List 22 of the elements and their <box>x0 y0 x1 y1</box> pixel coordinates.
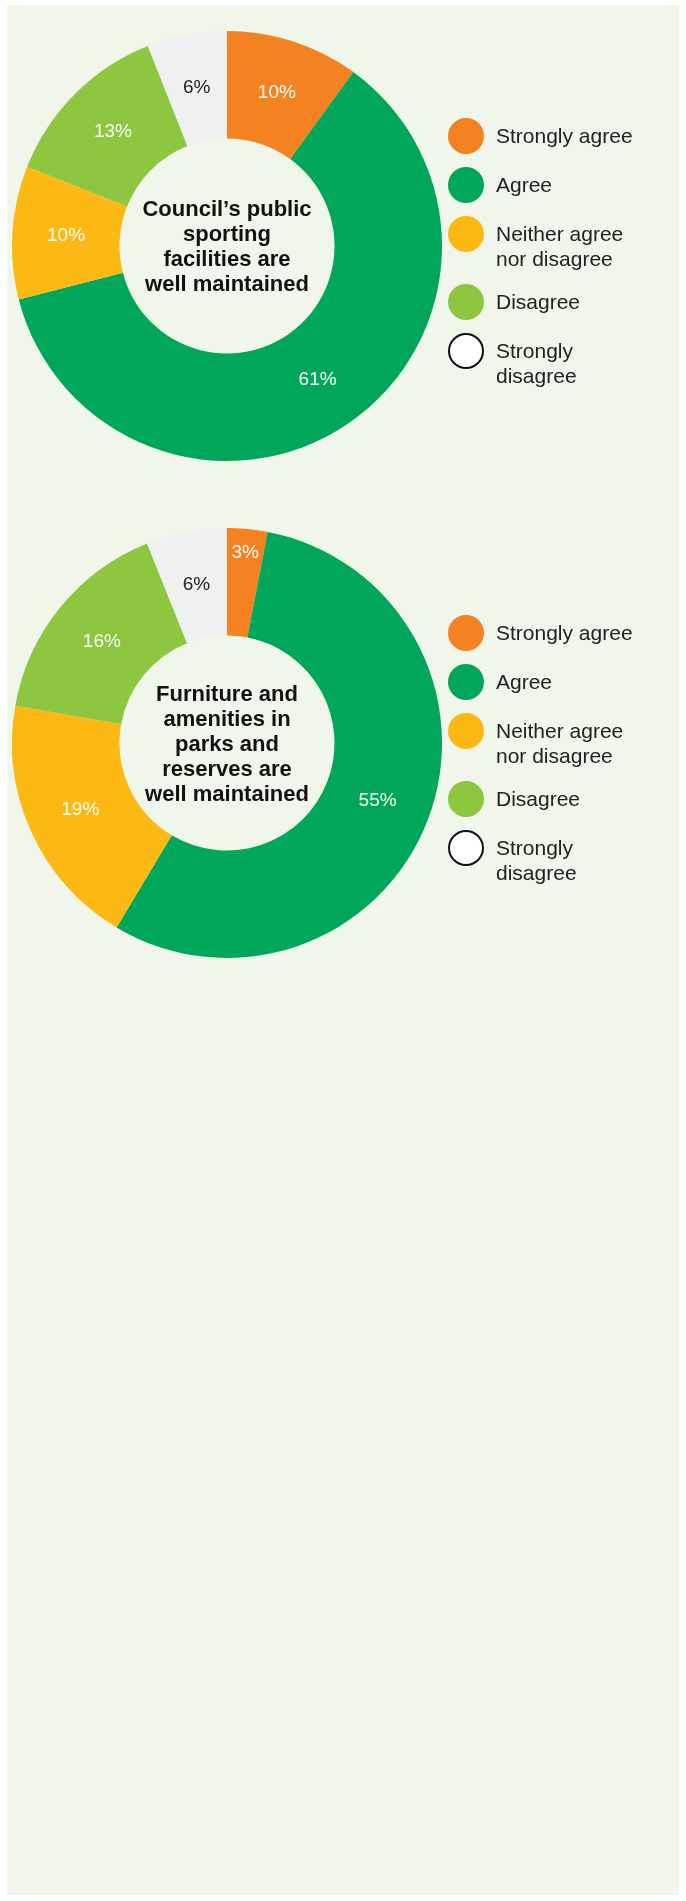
legend-label: Agree <box>496 172 554 197</box>
legend-label: Neither agree nor disagree <box>496 221 625 271</box>
data-label: 6% <box>182 572 211 594</box>
text: Furniture and amenities in parks and reserves are well maintained <box>144 680 310 806</box>
legend-label: Neither agree nor disagree <box>496 718 625 768</box>
data-label: 6% <box>183 75 211 97</box>
legend-label: Strongly agree <box>496 620 634 645</box>
data-label: 13% <box>93 120 133 142</box>
data-label: 10% <box>257 80 296 102</box>
legend-label: Strongly disagree <box>496 835 578 885</box>
data-label: 55% <box>358 788 397 810</box>
legend-label: Strongly disagree <box>496 338 578 388</box>
data-label: 19% <box>61 798 100 820</box>
data-label: 10% <box>47 224 86 246</box>
text: Council’s public sporting facilities are well maintained <box>142 196 312 296</box>
legend-label: Strongly agree <box>496 123 634 148</box>
legend-label: Disagree <box>496 289 582 314</box>
data-label: 61% <box>298 367 337 389</box>
legend-label: Disagree <box>496 786 582 811</box>
legend-label: Agree <box>496 669 554 694</box>
data-label: 16% <box>82 629 121 651</box>
data-label: 3% <box>231 540 260 562</box>
